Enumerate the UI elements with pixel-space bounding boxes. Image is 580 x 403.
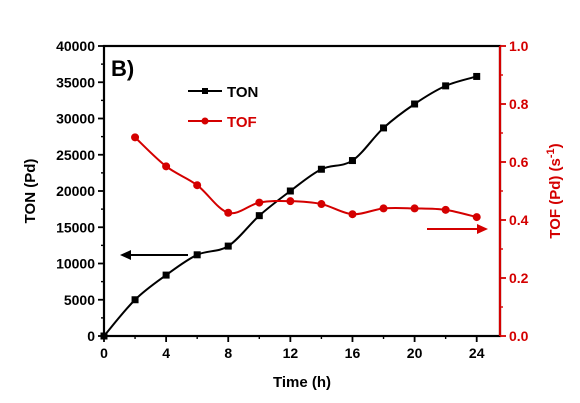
- x-tick-label: 24: [469, 345, 485, 361]
- x-tick-label: 0: [100, 345, 108, 361]
- ton-data-point: [473, 72, 481, 80]
- right-axis-arrow: [427, 224, 488, 234]
- x-tick-label: 12: [283, 345, 299, 361]
- tof-data-point: [472, 213, 481, 222]
- ton-data-point: [411, 100, 419, 108]
- tof-series-line: [134, 136, 477, 219]
- y-left-tick-label: 25000: [56, 147, 95, 163]
- ton-data-point: [193, 251, 201, 259]
- y-axis-right-title: TOF (Pd) (s-1): [545, 143, 564, 238]
- y-right-tick-label: 0.0: [509, 328, 529, 344]
- y-right-tick-label: 0.2: [509, 270, 529, 286]
- ton-data-point: [442, 82, 450, 90]
- tof-data-point: [317, 200, 326, 209]
- legend: TON TOF: [188, 84, 258, 131]
- x-tick-label: 4: [162, 345, 170, 361]
- ticks-group: 0 4 8 12 16 20 24 0 5000 10000 15000 20000 25000 3000…: [56, 38, 529, 361]
- series-layer: [100, 72, 481, 340]
- plot-frame: [102, 44, 502, 338]
- y-left-tick-label: 35000: [56, 74, 95, 90]
- tof-data-point: [410, 204, 419, 213]
- tof-data-point: [286, 197, 295, 206]
- y-left-tick-label: 40000: [56, 38, 95, 54]
- tof-data-point: [441, 205, 450, 214]
- legend-ton-label: TON: [227, 84, 258, 101]
- tof-data-point: [193, 181, 202, 190]
- y-right-tick-label: 0.6: [509, 154, 529, 170]
- tof-data-point: [379, 204, 388, 213]
- y-axis-left-title: TON (Pd): [22, 159, 39, 224]
- x-tick-label: 16: [345, 345, 361, 361]
- ton-data-point: [131, 296, 139, 304]
- ton-data-point: [317, 165, 325, 173]
- ton-data-point: [100, 332, 108, 340]
- left-axis-arrow: [120, 250, 188, 260]
- ton-series-line: [103, 75, 477, 337]
- y-right-tick-label: 1.0: [509, 38, 529, 54]
- tof-data-point: [162, 162, 171, 171]
- x-axis-title: Time (h): [273, 374, 331, 391]
- y-left-tick-label: 5000: [64, 292, 95, 308]
- x-tick-label: 8: [224, 345, 232, 361]
- ton-data-point: [162, 271, 170, 279]
- y-left-tick-label: 30000: [56, 111, 95, 127]
- ton-data-point: [255, 212, 263, 220]
- legend-tof-marker: [201, 117, 209, 125]
- y-left-tick-label: 10000: [56, 256, 95, 272]
- ton-data-point: [224, 242, 232, 250]
- tof-data-point: [224, 208, 233, 217]
- x-tick-label: 20: [407, 345, 423, 361]
- panel-label: B): [111, 56, 134, 81]
- y-left-tick-label: 0: [87, 328, 95, 344]
- ton-data-point: [348, 157, 356, 165]
- ton-data-point: [380, 124, 388, 132]
- y-left-tick-label: 15000: [56, 219, 95, 235]
- legend-ton-marker: [202, 88, 208, 94]
- y-right-tick-label: 0.4: [509, 212, 529, 228]
- ton-data-point: [286, 187, 294, 195]
- tof-data-point: [348, 210, 357, 219]
- y-left-tick-label: 20000: [56, 183, 95, 199]
- tof-data-point: [131, 133, 140, 142]
- y-right-tick-label: 0.8: [509, 96, 529, 112]
- legend-tof-label: TOF: [227, 114, 257, 131]
- tof-data-point: [255, 198, 264, 207]
